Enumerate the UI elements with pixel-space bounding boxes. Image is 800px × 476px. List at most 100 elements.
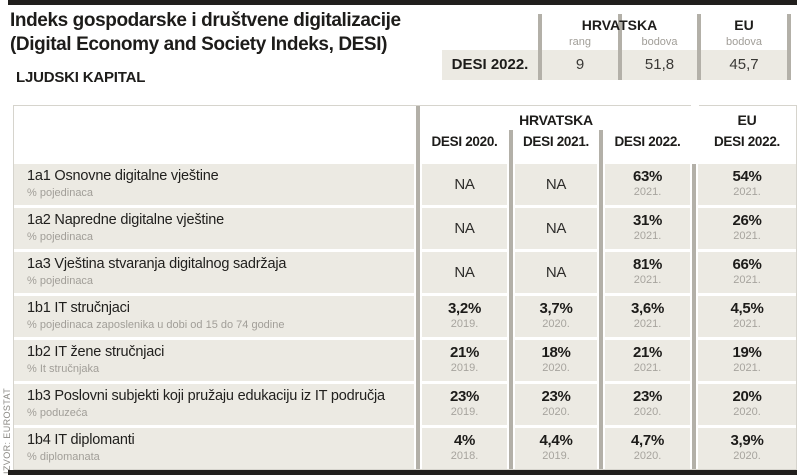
- cell-value: NA: [454, 176, 475, 193]
- summary-subheader-rang: rang: [568, 35, 592, 48]
- value-cell: 19% 2021.: [698, 340, 796, 381]
- separator-bar: [787, 14, 791, 80]
- value-cell: 4,4% 2019.: [515, 428, 597, 469]
- indicator-unit: % It stručnjaka: [27, 363, 100, 375]
- table-row: 1a2 Napredne digitalne vještine % pojedi…: [14, 208, 796, 249]
- cell-year: 2021.: [733, 186, 761, 198]
- cell-year: 2020.: [633, 406, 662, 418]
- cell-value: NA: [545, 264, 567, 281]
- cell-year: 2021.: [733, 362, 761, 374]
- page-title: Indeks gospodarske i društvene digitaliz…: [10, 9, 440, 57]
- cell-value: 66%: [732, 256, 762, 273]
- summary-rang-value: 9: [542, 50, 618, 80]
- cell-year: 2019.: [542, 450, 570, 462]
- separator-bar: [416, 106, 420, 469]
- value-cell: 20% 2020.: [698, 384, 796, 425]
- cell-year: 2021.: [633, 186, 662, 198]
- cell-value: NA: [454, 220, 475, 237]
- table-row: 1b4 IT diplomanti % diplomanata 4% 2018.…: [14, 428, 796, 469]
- cell-value: NA: [545, 176, 567, 193]
- separator-bar: [509, 130, 513, 469]
- separator-bar: [692, 164, 696, 469]
- table-row: 1b1 IT stručnjaci % pojedinaca zaposleni…: [14, 296, 796, 337]
- separator-bar: [538, 14, 542, 80]
- indicator-cell: 1b4 IT diplomanti % diplomanata: [14, 428, 414, 469]
- summary-eu-bodova-value: 45,7: [701, 50, 787, 80]
- indicator-cell: 1a3 Vještina stvaranja digitalnog sadrža…: [14, 252, 414, 293]
- column-header-eu-desi-2022: DESI 2022.: [713, 134, 781, 149]
- value-cell: NA: [515, 252, 597, 293]
- indicator-label: 1a3 Vještina stvaranja digitalnog sadrža…: [27, 256, 287, 272]
- cell-value: 19%: [732, 344, 762, 361]
- cell-year: 2021.: [633, 318, 662, 330]
- cell-value: 4%: [453, 432, 476, 449]
- cell-year: 2019.: [450, 318, 479, 330]
- title-line-1: Indeks gospodarske i društvene digitaliz…: [10, 10, 401, 31]
- indicator-cell: 1b2 IT žene stručnjaci % It stručnjaka: [14, 340, 414, 381]
- indicator-cell: 1b3 Poslovni subjekti koji pružaju eduka…: [14, 384, 414, 425]
- indicator-label: 1b3 Poslovni subjekti koji pružaju eduka…: [27, 388, 385, 404]
- separator-bar: [618, 14, 622, 80]
- main-table: HRVATSKA EU DESI 2020. DESI 2021. DESI 2…: [13, 105, 797, 470]
- value-cell: 81% 2021.: [605, 252, 690, 293]
- summary-hrvatska-header: HRVATSKA: [581, 17, 658, 33]
- indicator-label: 1a1 Osnovne digitalne vještine: [27, 168, 219, 184]
- value-cell: 26% 2021.: [698, 208, 796, 249]
- separator-bar: [697, 14, 701, 80]
- title-line-2: (Digital Economy and Society Indeks, DES…: [10, 34, 388, 55]
- indicator-unit: % pojedinaca: [27, 187, 94, 199]
- cell-year: 2019.: [450, 362, 479, 374]
- cell-year: 2020.: [733, 406, 761, 418]
- cell-value: 21%: [632, 344, 663, 361]
- indicator-unit: % poduzeća: [27, 407, 88, 419]
- cell-value: 26%: [732, 212, 762, 229]
- cell-year: 2021.: [633, 274, 662, 286]
- cell-year: 2018.: [450, 450, 479, 462]
- indicator-cell: 1a1 Osnovne digitalne vještine % pojedin…: [14, 164, 414, 205]
- value-cell: 3,9% 2020.: [698, 428, 796, 469]
- indicator-cell: 1a2 Napredne digitalne vještine % pojedi…: [14, 208, 414, 249]
- separator-bar: [599, 130, 603, 469]
- cell-value: 23%: [449, 388, 480, 405]
- value-cell: 4,5% 2021.: [698, 296, 796, 337]
- column-header-desi-2022: DESI 2022.: [614, 134, 681, 149]
- cell-year: 2020.: [633, 450, 662, 462]
- main-table-header: HRVATSKA EU DESI 2020. DESI 2021. DESI 2…: [14, 106, 796, 164]
- value-cell: 21% 2021.: [605, 340, 690, 381]
- cell-value: NA: [454, 264, 475, 281]
- indicator-cell: 1b1 IT stručnjaci % pojedinaca zaposleni…: [14, 296, 414, 337]
- value-cell: 4,7% 2020.: [605, 428, 690, 469]
- cell-value: 4,7%: [631, 432, 664, 449]
- cell-year: 2020.: [542, 362, 570, 374]
- value-cell: 63% 2021.: [605, 164, 690, 205]
- cell-year: 2021.: [633, 362, 662, 374]
- cell-value: 3,9%: [730, 432, 764, 449]
- cell-value: 4,4%: [539, 432, 573, 449]
- value-cell: 4% 2018.: [422, 428, 507, 469]
- value-cell: 18% 2020.: [515, 340, 597, 381]
- column-header-desi-2020: DESI 2020.: [431, 134, 498, 149]
- hrvatska-group-header: HRVATSKA: [519, 112, 593, 128]
- section-title: LJUDSKI KAPITAL: [16, 69, 146, 86]
- cell-year: 2020.: [733, 450, 761, 462]
- value-cell: NA: [422, 208, 507, 249]
- cell-value: NA: [545, 220, 567, 237]
- cell-year: 2019.: [450, 406, 479, 418]
- value-cell: 23% 2020.: [515, 384, 597, 425]
- indicator-label: 1a2 Napredne digitalne vještine: [27, 212, 224, 228]
- cell-year: 2021.: [733, 274, 761, 286]
- cell-value: 3,7%: [539, 300, 573, 317]
- cell-value: 54%: [732, 168, 762, 185]
- table-row: 1a3 Vještina stvaranja digitalnog sadrža…: [14, 252, 796, 293]
- indicator-unit: % diplomanata: [27, 451, 100, 463]
- cell-value: 4,5%: [730, 300, 764, 317]
- value-cell: 3,7% 2020.: [515, 296, 597, 337]
- cell-value: 3,2%: [448, 300, 481, 317]
- column-header-desi-2021: DESI 2021.: [522, 134, 590, 149]
- source-credit: IZVOR: EUROSTAT: [2, 387, 12, 474]
- cell-year: 2020.: [542, 318, 570, 330]
- table-row: 1b2 IT žene stručnjaci % It stručnjaka 2…: [14, 340, 796, 381]
- cell-value: 81%: [632, 256, 663, 273]
- eu-group-header: EU: [737, 112, 757, 128]
